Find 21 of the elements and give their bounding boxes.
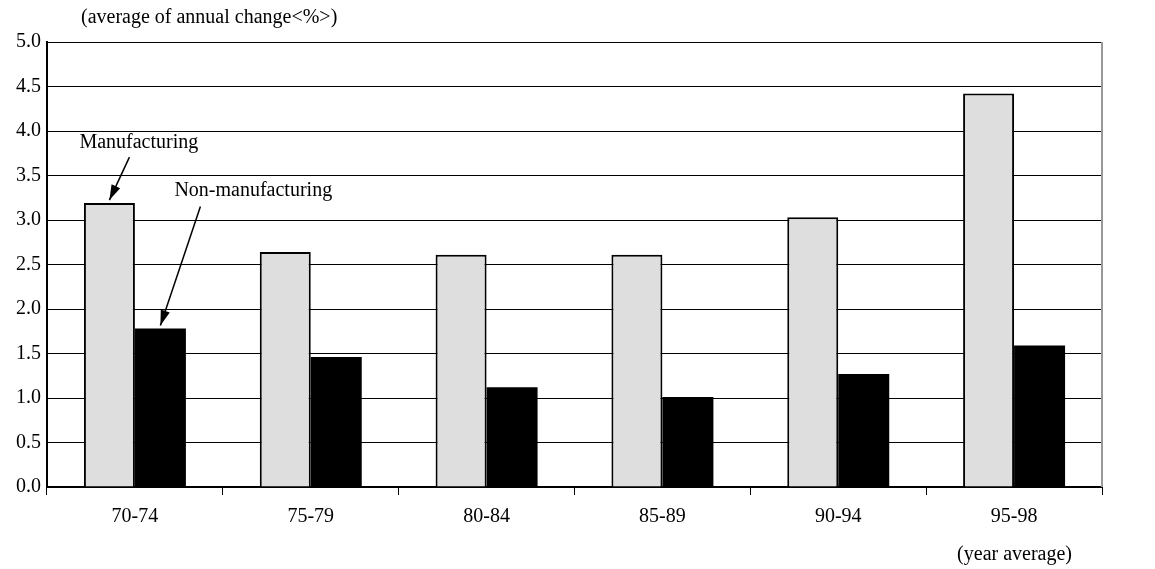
y-axis-title: (average of annual change<%>)	[81, 5, 338, 29]
x-tick-label: 80-84	[463, 504, 510, 527]
y-tick-label: 2.5	[16, 251, 41, 274]
y-tick-label: 4.5	[16, 73, 41, 96]
x-tick-label: 95-98	[990, 504, 1038, 527]
y-tick-label: 1.5	[16, 340, 41, 363]
text: Manufacturing	[79, 130, 199, 154]
x-tick-label: 90-94	[814, 504, 862, 527]
y-tick-label: 3.0	[16, 207, 41, 230]
y-tick-label: 0.0	[16, 474, 41, 497]
x-tick-label: 70-74	[111, 504, 159, 527]
y-tick-label: 4.0	[16, 118, 41, 141]
text: Non-manufacturing	[174, 177, 333, 201]
y-tick-label: 0.5	[16, 429, 41, 452]
x-axis-title: (year average)	[957, 542, 1072, 566]
y-tick-label: 1.0	[16, 385, 41, 408]
x-tick-label: 85-89	[639, 504, 686, 527]
y-tick-label: 3.5	[16, 162, 41, 185]
y-tick-label: 5.0	[16, 29, 41, 52]
y-tick-label: 2.0	[16, 296, 41, 319]
x-tick-label: 75-79	[287, 504, 335, 527]
